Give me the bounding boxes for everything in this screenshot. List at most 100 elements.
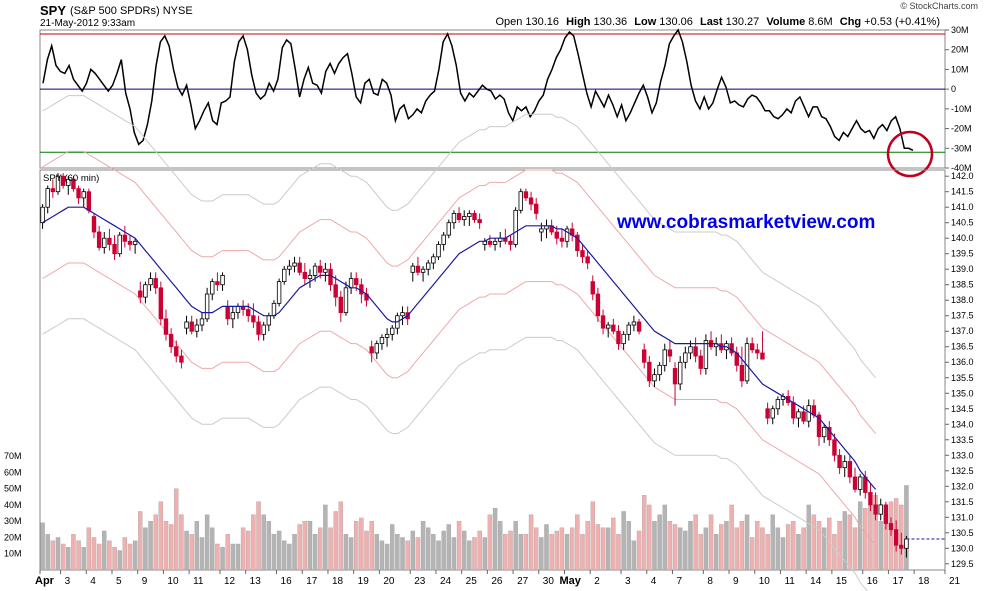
candle-body xyxy=(595,293,601,317)
volume-bar xyxy=(50,540,56,571)
volume-bar xyxy=(482,537,487,571)
volume-bar xyxy=(503,534,508,571)
volume-bar xyxy=(302,521,308,571)
price-tick-label: 136.5 xyxy=(951,342,974,352)
date-tick-label: 24 xyxy=(440,576,452,587)
volume-bar xyxy=(878,521,883,571)
chg-label: Chg xyxy=(839,16,862,28)
candle-body xyxy=(693,346,698,357)
candle-body xyxy=(261,324,266,335)
candle-body xyxy=(127,240,133,245)
volume-bar xyxy=(744,514,750,571)
candle-body xyxy=(379,337,385,345)
candle-body xyxy=(50,188,56,193)
volume-bar xyxy=(842,511,847,571)
price-tick-label: 132.5 xyxy=(951,466,974,476)
candle-body xyxy=(235,306,241,314)
date-tick-label: 4 xyxy=(651,576,657,587)
date-tick-label: 23 xyxy=(414,576,426,587)
date-tick-label: 21 xyxy=(949,576,961,587)
price-tick-label: 140.0 xyxy=(951,233,974,243)
volume-bar xyxy=(755,521,760,571)
candle-body xyxy=(456,213,462,221)
volume-bar xyxy=(86,527,92,571)
open-label: Open xyxy=(495,16,523,28)
price-tick-label: 140.5 xyxy=(951,218,974,228)
volume-bar xyxy=(863,508,868,571)
volume-bar xyxy=(462,530,467,571)
candle-body xyxy=(359,284,364,295)
volume-bar xyxy=(446,524,451,571)
volume-bar xyxy=(564,534,570,571)
candle-body xyxy=(585,256,590,264)
volume-bar xyxy=(163,521,169,571)
price-tick-label: 137.0 xyxy=(951,326,974,336)
volume-bar xyxy=(569,527,575,571)
candle-body xyxy=(91,216,97,233)
candle-body xyxy=(534,203,539,214)
volume-bar xyxy=(179,514,184,571)
candle-body xyxy=(755,349,760,354)
candle-body xyxy=(667,349,673,357)
volume-bar xyxy=(210,527,215,571)
candle-body xyxy=(266,315,272,326)
candle-body xyxy=(893,529,899,546)
volume-bar xyxy=(91,537,97,571)
candle-body xyxy=(122,234,128,242)
volume-bar xyxy=(235,543,241,571)
candle-body xyxy=(112,244,117,255)
volume-bar xyxy=(672,524,678,571)
candle-body xyxy=(415,265,421,273)
volume-bar xyxy=(857,501,863,571)
volume-bar xyxy=(791,521,796,571)
date-tick-label: 27 xyxy=(517,576,529,587)
oscillator-tick-label: -20M xyxy=(951,124,972,134)
volume-bar xyxy=(600,527,606,571)
candle-body xyxy=(770,408,775,419)
date-tick-label: 16 xyxy=(867,576,879,587)
volume-bar xyxy=(256,501,261,571)
volume-bar xyxy=(287,543,292,571)
date-tick-label: 17 xyxy=(892,576,904,587)
volume-bar xyxy=(354,521,359,571)
ticker-symbol: SPY xyxy=(40,3,67,18)
candle-body xyxy=(323,268,328,273)
volume-bar xyxy=(585,521,590,571)
candle-body xyxy=(138,290,143,298)
volume-bar xyxy=(60,543,66,571)
volume-bar xyxy=(549,534,554,571)
candle-body xyxy=(81,191,86,199)
last-label: Last xyxy=(699,16,723,28)
candle-body xyxy=(873,504,878,515)
volume-bar xyxy=(184,530,189,571)
moving-average-line xyxy=(42,206,877,490)
price-tick-label: 135.5 xyxy=(951,373,974,383)
date-tick-label: 18 xyxy=(332,576,344,587)
price-tick-label: 131.0 xyxy=(951,512,974,522)
candle-body xyxy=(215,281,220,286)
volume-bar xyxy=(837,521,842,571)
volume-bar xyxy=(708,514,714,571)
volume-bar xyxy=(734,527,739,571)
ticker-name: (S&P 500 SPDRs) NYSE xyxy=(70,5,193,17)
oscillator-tick-label: 30M xyxy=(951,25,969,35)
candle-body xyxy=(878,504,883,515)
date-tick-label: 7 xyxy=(676,576,682,587)
volume-tick-label: 50M xyxy=(4,484,22,494)
candle-body xyxy=(821,426,827,438)
price-tick-label: 138.0 xyxy=(951,295,974,305)
date-tick-label: 10 xyxy=(167,576,179,587)
volume-bar xyxy=(96,543,102,571)
candle-body xyxy=(287,265,292,270)
candle-body xyxy=(76,188,81,199)
volume-bar xyxy=(492,508,498,571)
volume-bar xyxy=(698,534,703,571)
candle-body xyxy=(168,333,174,348)
candle-body xyxy=(441,234,446,245)
volume-tick-label: 10M xyxy=(4,549,22,559)
volume-bar xyxy=(107,540,112,571)
candle-body xyxy=(410,265,415,273)
high-value: 130.36 xyxy=(593,16,628,28)
candle-body xyxy=(611,324,616,332)
